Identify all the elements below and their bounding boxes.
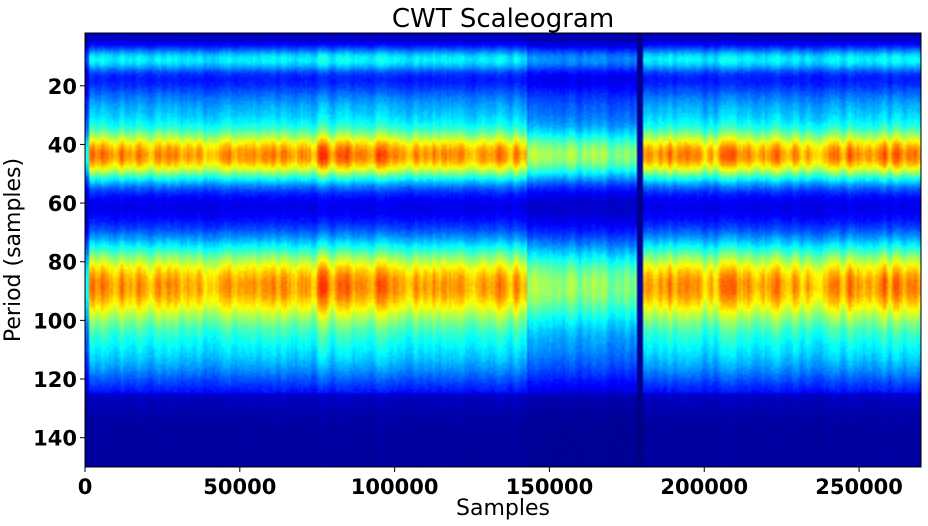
x-tick-label: 200000 — [660, 475, 748, 499]
scaleogram-image — [85, 33, 921, 467]
x-axis-label: Samples — [456, 496, 550, 521]
y-tick-label: 60 — [48, 192, 77, 216]
x-axis-ticks: 0 50000 100000 150000 200000 250000 — [78, 467, 903, 499]
x-tick-label: 250000 — [815, 475, 903, 499]
x-tick-label: 100000 — [351, 475, 439, 499]
y-tick-label: 140 — [33, 427, 77, 451]
x-tick-label: 150000 — [506, 475, 594, 499]
heatmap-plot-area — [84, 32, 922, 468]
y-tick-label: 20 — [48, 75, 77, 99]
y-tick-label: 100 — [33, 309, 77, 333]
y-tick-label: 80 — [48, 251, 77, 275]
y-tick-label: 40 — [48, 133, 77, 157]
x-tick-label: 0 — [78, 475, 93, 499]
plot-frame — [84, 32, 922, 468]
y-axis-ticks: 20 40 60 80 100 120 140 — [33, 75, 85, 451]
y-tick-label: 120 — [33, 368, 77, 392]
chart-title: CWT Scaleogram — [392, 4, 614, 34]
y-axis-label: Period (samples) — [1, 158, 26, 342]
x-tick-label: 50000 — [203, 475, 276, 499]
